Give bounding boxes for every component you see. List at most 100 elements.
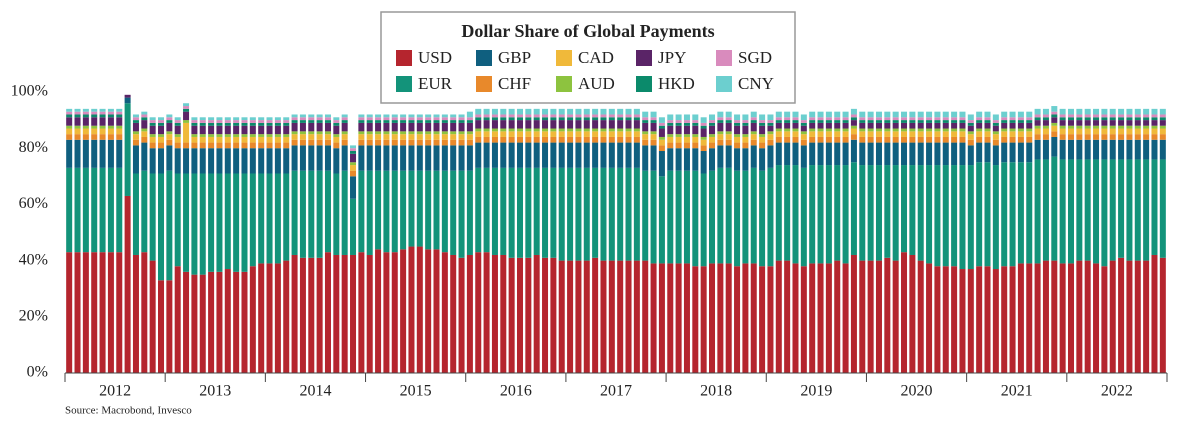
bar-segment [934,131,941,137]
bar-segment [466,120,473,123]
bar-segment [617,120,624,129]
bar-segment [809,117,816,121]
bar-segment [82,114,89,118]
bar-segment [759,142,766,149]
bar-segment [425,139,432,146]
bar-segment [967,122,974,126]
bar-segment [82,125,89,129]
bar-segment [1026,120,1033,123]
bar-segment [1159,159,1166,258]
bar-segment [375,120,382,123]
bar-segment [116,111,123,115]
bar-segment [817,263,824,373]
bar-segment [1151,159,1158,255]
bar-segment [508,114,515,118]
bar-segment [1126,159,1133,261]
bar-segment [291,170,298,255]
bar-segment [834,165,841,261]
bar-segment [558,117,565,121]
bar-segment [1151,120,1158,126]
bar-segment [1067,117,1074,121]
bar-segment [1118,159,1125,258]
bar-segment [1093,125,1100,129]
bar-segment [717,263,724,373]
bar-segment [166,134,173,140]
bar-segment [834,117,841,121]
bar-segment [834,122,841,129]
bar-segment [834,260,841,373]
bar-segment [91,111,98,115]
bar-segment [99,134,106,140]
bar-segment [1134,125,1141,129]
bar-segment [917,111,924,118]
bar-segment [683,114,690,121]
bar-segment [107,117,114,126]
bar-segment [734,134,741,137]
bar-segment [667,170,674,264]
bar-segment [759,120,766,123]
bar-segment [575,108,582,115]
bar-segment [383,114,390,118]
bar-segment [158,142,165,149]
bar-segment [116,139,123,168]
bar-segment [316,134,323,140]
bar-segment [984,162,991,267]
bar-segment [767,134,774,140]
bar-segment [759,136,766,143]
bar-segment [333,254,340,373]
bar-segment [308,257,315,373]
bars [66,94,1166,373]
bar-segment [74,252,81,373]
bar-segment [383,131,390,135]
bar-segment [1026,162,1033,264]
bar-segment [274,117,281,121]
bar-segment [1109,114,1116,118]
bar-segment [775,142,782,166]
bar-segment [1109,120,1116,126]
bar-segment [525,128,532,132]
bar-segment [158,122,165,126]
bar-segment [1076,159,1083,261]
bar-segment [934,165,941,267]
bar-segment [600,128,607,132]
bar-segment [558,167,565,261]
bar-segment [1101,114,1108,118]
bar-segment [291,122,298,132]
bar-segment [675,142,682,149]
bar-segment [308,120,315,123]
bar-segment [742,148,749,171]
bar-segment [1001,117,1008,121]
bar-segment [1101,120,1108,126]
bar-segment [375,122,382,132]
bar-segment [358,120,365,123]
legend-swatch [636,76,652,92]
bar-segment [383,170,390,253]
bar-segment [183,148,190,174]
bar-segment [583,108,590,115]
bar-segment [174,134,181,137]
bar-segment [608,260,615,373]
bar-segment [567,260,574,373]
bar-segment [82,252,89,373]
bar-segment [1084,117,1091,121]
bar-segment [316,170,323,258]
bar-segment [734,125,741,135]
bar-segment [533,108,540,115]
bar-segment [324,170,331,253]
bar-segment [675,125,682,135]
bar-segment [375,134,382,140]
bar-segment [1134,134,1141,140]
bar-segment [400,249,407,373]
bar-segment [875,260,882,373]
bar-segment [224,122,231,126]
bar-segment [951,131,958,137]
bar-segment [91,114,98,118]
bar-segment [875,128,882,132]
bar-segment [934,266,941,373]
bar-segment [350,170,357,177]
bar-segment [241,271,248,373]
bar-segment [642,122,649,132]
bar-segment [1109,125,1116,129]
bar-segment [625,167,632,261]
bar-segment [642,139,649,146]
